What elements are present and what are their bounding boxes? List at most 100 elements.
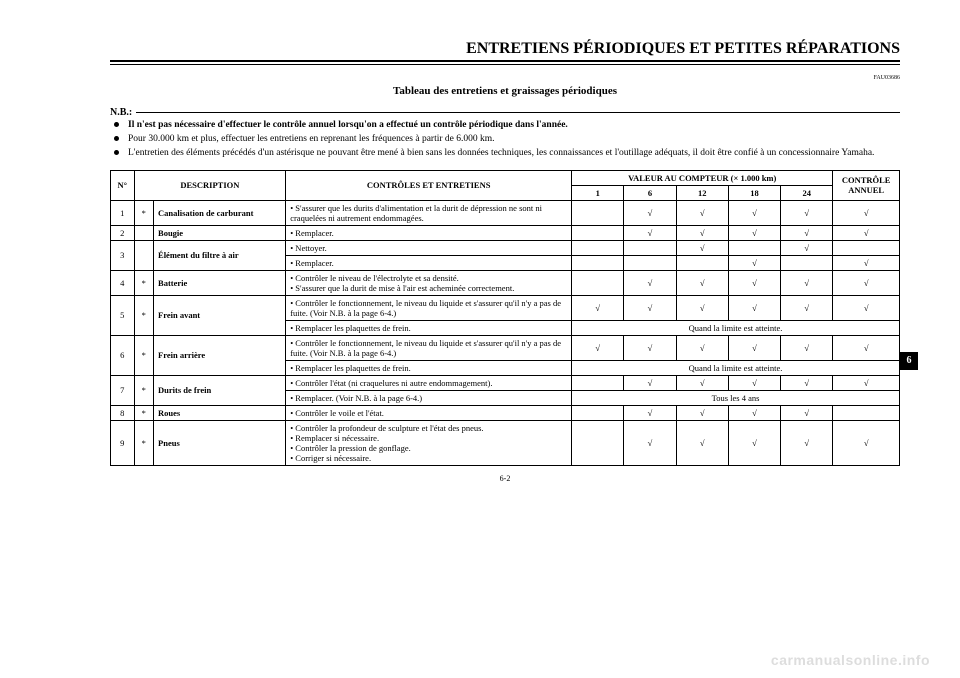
row-description: Frein avant — [154, 295, 286, 335]
control-text: • Contrôler le voile et l'état. — [290, 408, 567, 418]
section-tab: 6 — [900, 352, 918, 370]
row-asterisk: * — [134, 335, 153, 375]
note-bene-header: N.B.: — [110, 107, 900, 118]
check-cell — [572, 225, 624, 240]
note-item: Pour 30.000 km et plus, effectuer les en… — [128, 134, 900, 146]
table-row: 4*Batterie• Contrôler le niveau de l'éle… — [111, 270, 900, 295]
control-text: • Contrôler l'état (ni craquelures ni au… — [290, 378, 567, 388]
row-number: 2 — [111, 225, 135, 240]
table-body: 1*Canalisation de carburant• S'assurer q… — [111, 200, 900, 465]
row-control: • Nettoyer. — [286, 240, 572, 255]
row-number: 5 — [111, 295, 135, 335]
check-cell: √ — [676, 420, 728, 465]
check-cell: √ — [781, 295, 833, 320]
check-cell — [572, 405, 624, 420]
table-row: 2Bougie• Remplacer.√√√√√ — [111, 225, 900, 240]
check-cell — [728, 240, 780, 255]
check-cell: √ — [781, 240, 833, 255]
row-number: 6 — [111, 335, 135, 375]
note-text: Pour 30.000 km et plus, effectuer les en… — [128, 134, 495, 144]
bullet-icon — [114, 122, 119, 127]
annual-cell: √ — [833, 375, 900, 390]
row-control: • Remplacer. — [286, 255, 572, 270]
table-row: 1*Canalisation de carburant• S'assurer q… — [111, 200, 900, 225]
bullet-icon — [114, 150, 119, 155]
notes-list: Il n'est pas nécessaire d'effectuer le c… — [110, 120, 900, 160]
header-annual: CONTRÔLE ANNUEL — [833, 170, 900, 200]
row-description: Frein arrière — [154, 335, 286, 375]
check-cell — [676, 255, 728, 270]
row-description: Batterie — [154, 270, 286, 295]
check-cell: √ — [781, 420, 833, 465]
annual-cell: √ — [833, 200, 900, 225]
control-text: • Contrôler la profondeur de sculpture e… — [290, 423, 567, 433]
check-cell — [572, 255, 624, 270]
check-cell — [624, 240, 676, 255]
row-number: 9 — [111, 420, 135, 465]
note-item: Il n'est pas nécessaire d'effectuer le c… — [128, 120, 900, 132]
check-cell: √ — [676, 270, 728, 295]
row-number: 1 — [111, 200, 135, 225]
check-cell: √ — [728, 420, 780, 465]
row-description: Roues — [154, 405, 286, 420]
watermark: carmanualsonline.info — [771, 652, 930, 668]
row-control: • Remplacer. — [286, 225, 572, 240]
check-cell: √ — [728, 200, 780, 225]
header-km-value: 1 — [572, 185, 624, 200]
check-cell: √ — [728, 295, 780, 320]
row-description: Élément du filtre à air — [154, 240, 286, 270]
check-cell: √ — [781, 335, 833, 360]
row-span-note: Tous les 4 ans — [572, 390, 900, 405]
note-text: L'entretien des éléments précédés d'un a… — [128, 148, 874, 158]
row-control: • Contrôler le fonctionnement, le niveau… — [286, 295, 572, 320]
check-cell: √ — [728, 375, 780, 390]
annual-cell — [833, 240, 900, 255]
page-heading: ENTRETIENS PÉRIODIQUES ET PETITES RÉPARA… — [110, 40, 900, 62]
reference-code: FAU03686 — [110, 75, 900, 81]
check-cell: √ — [781, 270, 833, 295]
control-text: • Remplacer. — [290, 228, 567, 238]
table-title: Tableau des entretiens et graissages pér… — [110, 85, 900, 97]
check-cell: √ — [624, 200, 676, 225]
row-control: • Contrôler le voile et l'état. — [286, 405, 572, 420]
control-text: • S'assurer que les durits d'alimentatio… — [290, 203, 567, 223]
check-cell: √ — [676, 405, 728, 420]
row-description: Canalisation de carburant — [154, 200, 286, 225]
check-cell: √ — [624, 335, 676, 360]
check-cell: √ — [624, 405, 676, 420]
row-control: • Contrôler la profondeur de sculpture e… — [286, 420, 572, 465]
header-km-value: 24 — [781, 185, 833, 200]
row-span-note: Quand la limite est atteinte. — [572, 360, 900, 375]
row-span-note: Quand la limite est atteinte. — [572, 320, 900, 335]
check-cell: √ — [676, 375, 728, 390]
annual-cell: √ — [833, 270, 900, 295]
check-cell: √ — [624, 375, 676, 390]
control-text: • S'assurer que la durit de mise à l'air… — [290, 283, 567, 293]
check-cell: √ — [624, 420, 676, 465]
control-text: • Contrôler la pression de gonflage. — [290, 443, 567, 453]
check-cell: √ — [728, 270, 780, 295]
note-bene-rule — [136, 112, 900, 113]
check-cell: √ — [728, 225, 780, 240]
row-control: • Contrôler le niveau de l'électrolyte e… — [286, 270, 572, 295]
table-header: N° DESCRIPTION CONTRÔLES ET ENTRETIENS V… — [111, 170, 900, 200]
maintenance-table: N° DESCRIPTION CONTRÔLES ET ENTRETIENS V… — [110, 170, 900, 466]
table-row: 8*Roues• Contrôler le voile et l'état.√√… — [111, 405, 900, 420]
row-description: Bougie — [154, 225, 286, 240]
table-row: 7*Durits de frein• Contrôler l'état (ni … — [111, 375, 900, 390]
table-row: 5*Frein avant• Contrôler le fonctionneme… — [111, 295, 900, 320]
page-number: 6-2 — [110, 474, 900, 483]
row-asterisk — [134, 240, 153, 270]
control-text: • Nettoyer. — [290, 243, 567, 253]
check-cell: √ — [728, 405, 780, 420]
row-control: • Remplacer les plaquettes de frein. — [286, 360, 572, 375]
annual-cell: √ — [833, 255, 900, 270]
note-text: Il n'est pas nécessaire d'effectuer le c… — [128, 120, 568, 130]
annual-cell: √ — [833, 225, 900, 240]
note-item: L'entretien des éléments précédés d'un a… — [128, 148, 900, 160]
annual-cell: √ — [833, 295, 900, 320]
check-cell — [572, 375, 624, 390]
row-number: 3 — [111, 240, 135, 270]
heading-rule — [110, 64, 900, 65]
control-text: • Contrôler le fonctionnement, le niveau… — [290, 338, 567, 358]
